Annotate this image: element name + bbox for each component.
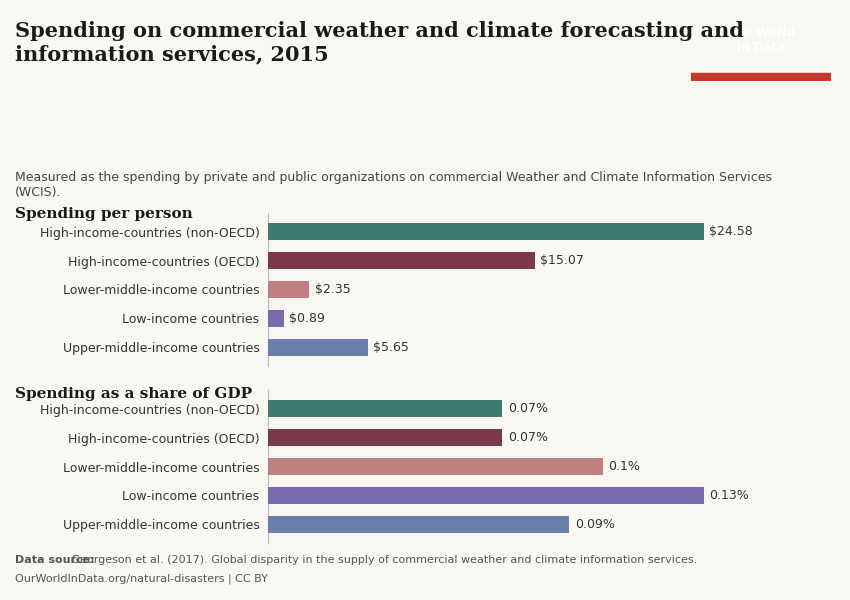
Bar <box>268 339 368 356</box>
Text: Georgeson et al. (2017). Global disparity in the supply of commercial weather an: Georgeson et al. (2017). Global disparit… <box>68 555 697 565</box>
Bar <box>268 516 570 533</box>
Bar <box>268 458 603 475</box>
Bar <box>268 223 704 240</box>
Bar <box>268 400 502 417</box>
Bar <box>691 73 831 81</box>
Text: Spending per person: Spending per person <box>15 207 193 221</box>
Text: 0.09%: 0.09% <box>575 518 615 531</box>
Text: 0.07%: 0.07% <box>507 402 547 415</box>
Text: Measured as the spending by private and public organizations on commercial Weath: Measured as the spending by private and … <box>15 171 773 199</box>
Text: Spending as a share of GDP: Spending as a share of GDP <box>15 387 252 401</box>
Text: $24.58: $24.58 <box>709 225 752 238</box>
Text: $5.65: $5.65 <box>373 341 409 354</box>
Bar <box>268 281 309 298</box>
Text: 0.07%: 0.07% <box>507 431 547 444</box>
Text: $2.35: $2.35 <box>314 283 350 296</box>
Bar <box>268 487 704 504</box>
Bar <box>268 310 284 327</box>
Bar <box>268 429 502 446</box>
Text: 0.13%: 0.13% <box>709 489 749 502</box>
Text: $0.89: $0.89 <box>289 312 325 325</box>
Bar <box>268 252 535 269</box>
Text: $15.07: $15.07 <box>540 254 584 267</box>
Text: Our World
in Data: Our World in Data <box>728 26 795 53</box>
Text: OurWorldInData.org/natural-disasters | CC BY: OurWorldInData.org/natural-disasters | C… <box>15 573 269 583</box>
Text: Spending on commercial weather and climate forecasting and
information services,: Spending on commercial weather and clima… <box>15 21 744 64</box>
Text: Data source:: Data source: <box>15 555 95 565</box>
Text: 0.1%: 0.1% <box>609 460 640 473</box>
